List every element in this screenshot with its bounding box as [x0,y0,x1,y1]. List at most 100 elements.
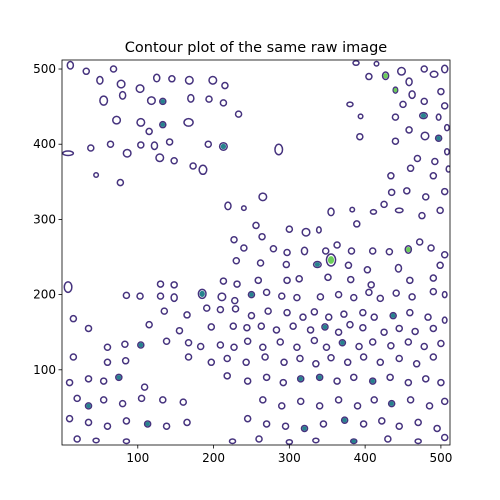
contour-line [385,247,394,256]
contour-line [272,326,281,334]
contour-line [189,162,197,170]
contour-line [359,420,368,428]
contour-line [391,137,400,145]
contour-line [296,375,305,383]
contour-line [205,95,213,103]
contour-line [202,304,211,312]
contour-line [175,326,184,335]
contour-line [96,75,104,85]
contour-line [406,396,415,404]
contour-line [137,141,145,149]
contour-line [92,437,100,444]
contour-line [387,399,396,408]
contour-line [441,290,448,299]
contour-line [316,293,325,301]
contour-line [404,378,413,387]
contour-line [411,327,419,336]
contour-line [179,398,188,406]
contour-line [184,75,194,85]
contour-line [121,357,130,365]
contour-line [243,414,252,423]
contour-line [408,90,416,100]
contour-line [368,247,377,255]
contour-line [285,225,294,233]
contour-line [334,290,343,299]
contour-line [408,293,416,301]
contour-line [258,192,268,202]
contour-line [170,157,178,165]
contour-line [293,293,301,302]
contour-line [258,232,266,241]
contour-line [429,274,438,282]
contour-line [283,248,291,257]
contour-line [223,354,231,363]
contour-line [283,308,291,317]
contour-line [392,86,399,94]
contour-line [404,338,413,346]
contour-line [257,322,266,330]
contour-line [347,247,356,255]
contour-line [435,113,442,121]
contour-line [420,342,429,351]
contour-line [256,259,265,267]
contour-line [99,377,108,385]
contour-line [429,324,438,333]
x-tick-label: 200 [202,451,225,465]
contour-line [217,292,227,302]
contour-line [349,293,358,302]
contour-line [413,154,422,163]
contour-line [146,96,156,106]
contour-line [156,280,165,288]
contour-line [122,438,131,445]
contour-line [140,383,149,391]
contour-line [118,399,127,408]
contour-line [406,276,414,285]
y-tick-label: 200 [33,288,56,302]
contour-line [368,377,377,385]
contour-line [349,206,356,213]
contour-line [280,358,288,367]
contour-line [224,201,232,211]
contour-line [152,73,161,83]
contour-line-inner [314,262,321,267]
contour-line [109,65,118,73]
contour-line [198,164,208,176]
contour-line [346,275,355,284]
contour-line [440,433,449,442]
contour-line-inner [436,135,441,141]
contour-line [405,126,413,134]
contour-line-inner [199,290,205,297]
contour-line [73,435,81,443]
contour-line [262,373,271,382]
contour-line [262,288,271,297]
contour-line [325,253,337,267]
contour-line [370,396,378,404]
contour-line [274,143,284,156]
contour-line [69,314,78,323]
contour-line [208,75,218,85]
contour-line [420,65,429,73]
contour-line [420,131,430,141]
contour-line [283,276,291,285]
contour-line [162,422,171,430]
contour-line [425,402,434,410]
contour-line [440,102,449,110]
contour-line [394,207,404,214]
contour-line [296,354,304,363]
contour-line [414,438,422,445]
contour-line [440,64,449,74]
contour-line [324,313,333,321]
contour-line [321,247,330,255]
contour-line [387,172,395,180]
contour-layer [62,60,450,445]
contour-line [403,187,411,195]
contour-line [136,292,144,300]
contour-line [282,260,291,269]
contour-line [155,153,165,163]
contour-line [69,353,78,361]
contour-line-inner [420,113,427,118]
contour-line [207,323,216,331]
contour-line-inner [389,401,394,406]
contour-line [434,134,443,142]
contour-line [170,293,178,303]
